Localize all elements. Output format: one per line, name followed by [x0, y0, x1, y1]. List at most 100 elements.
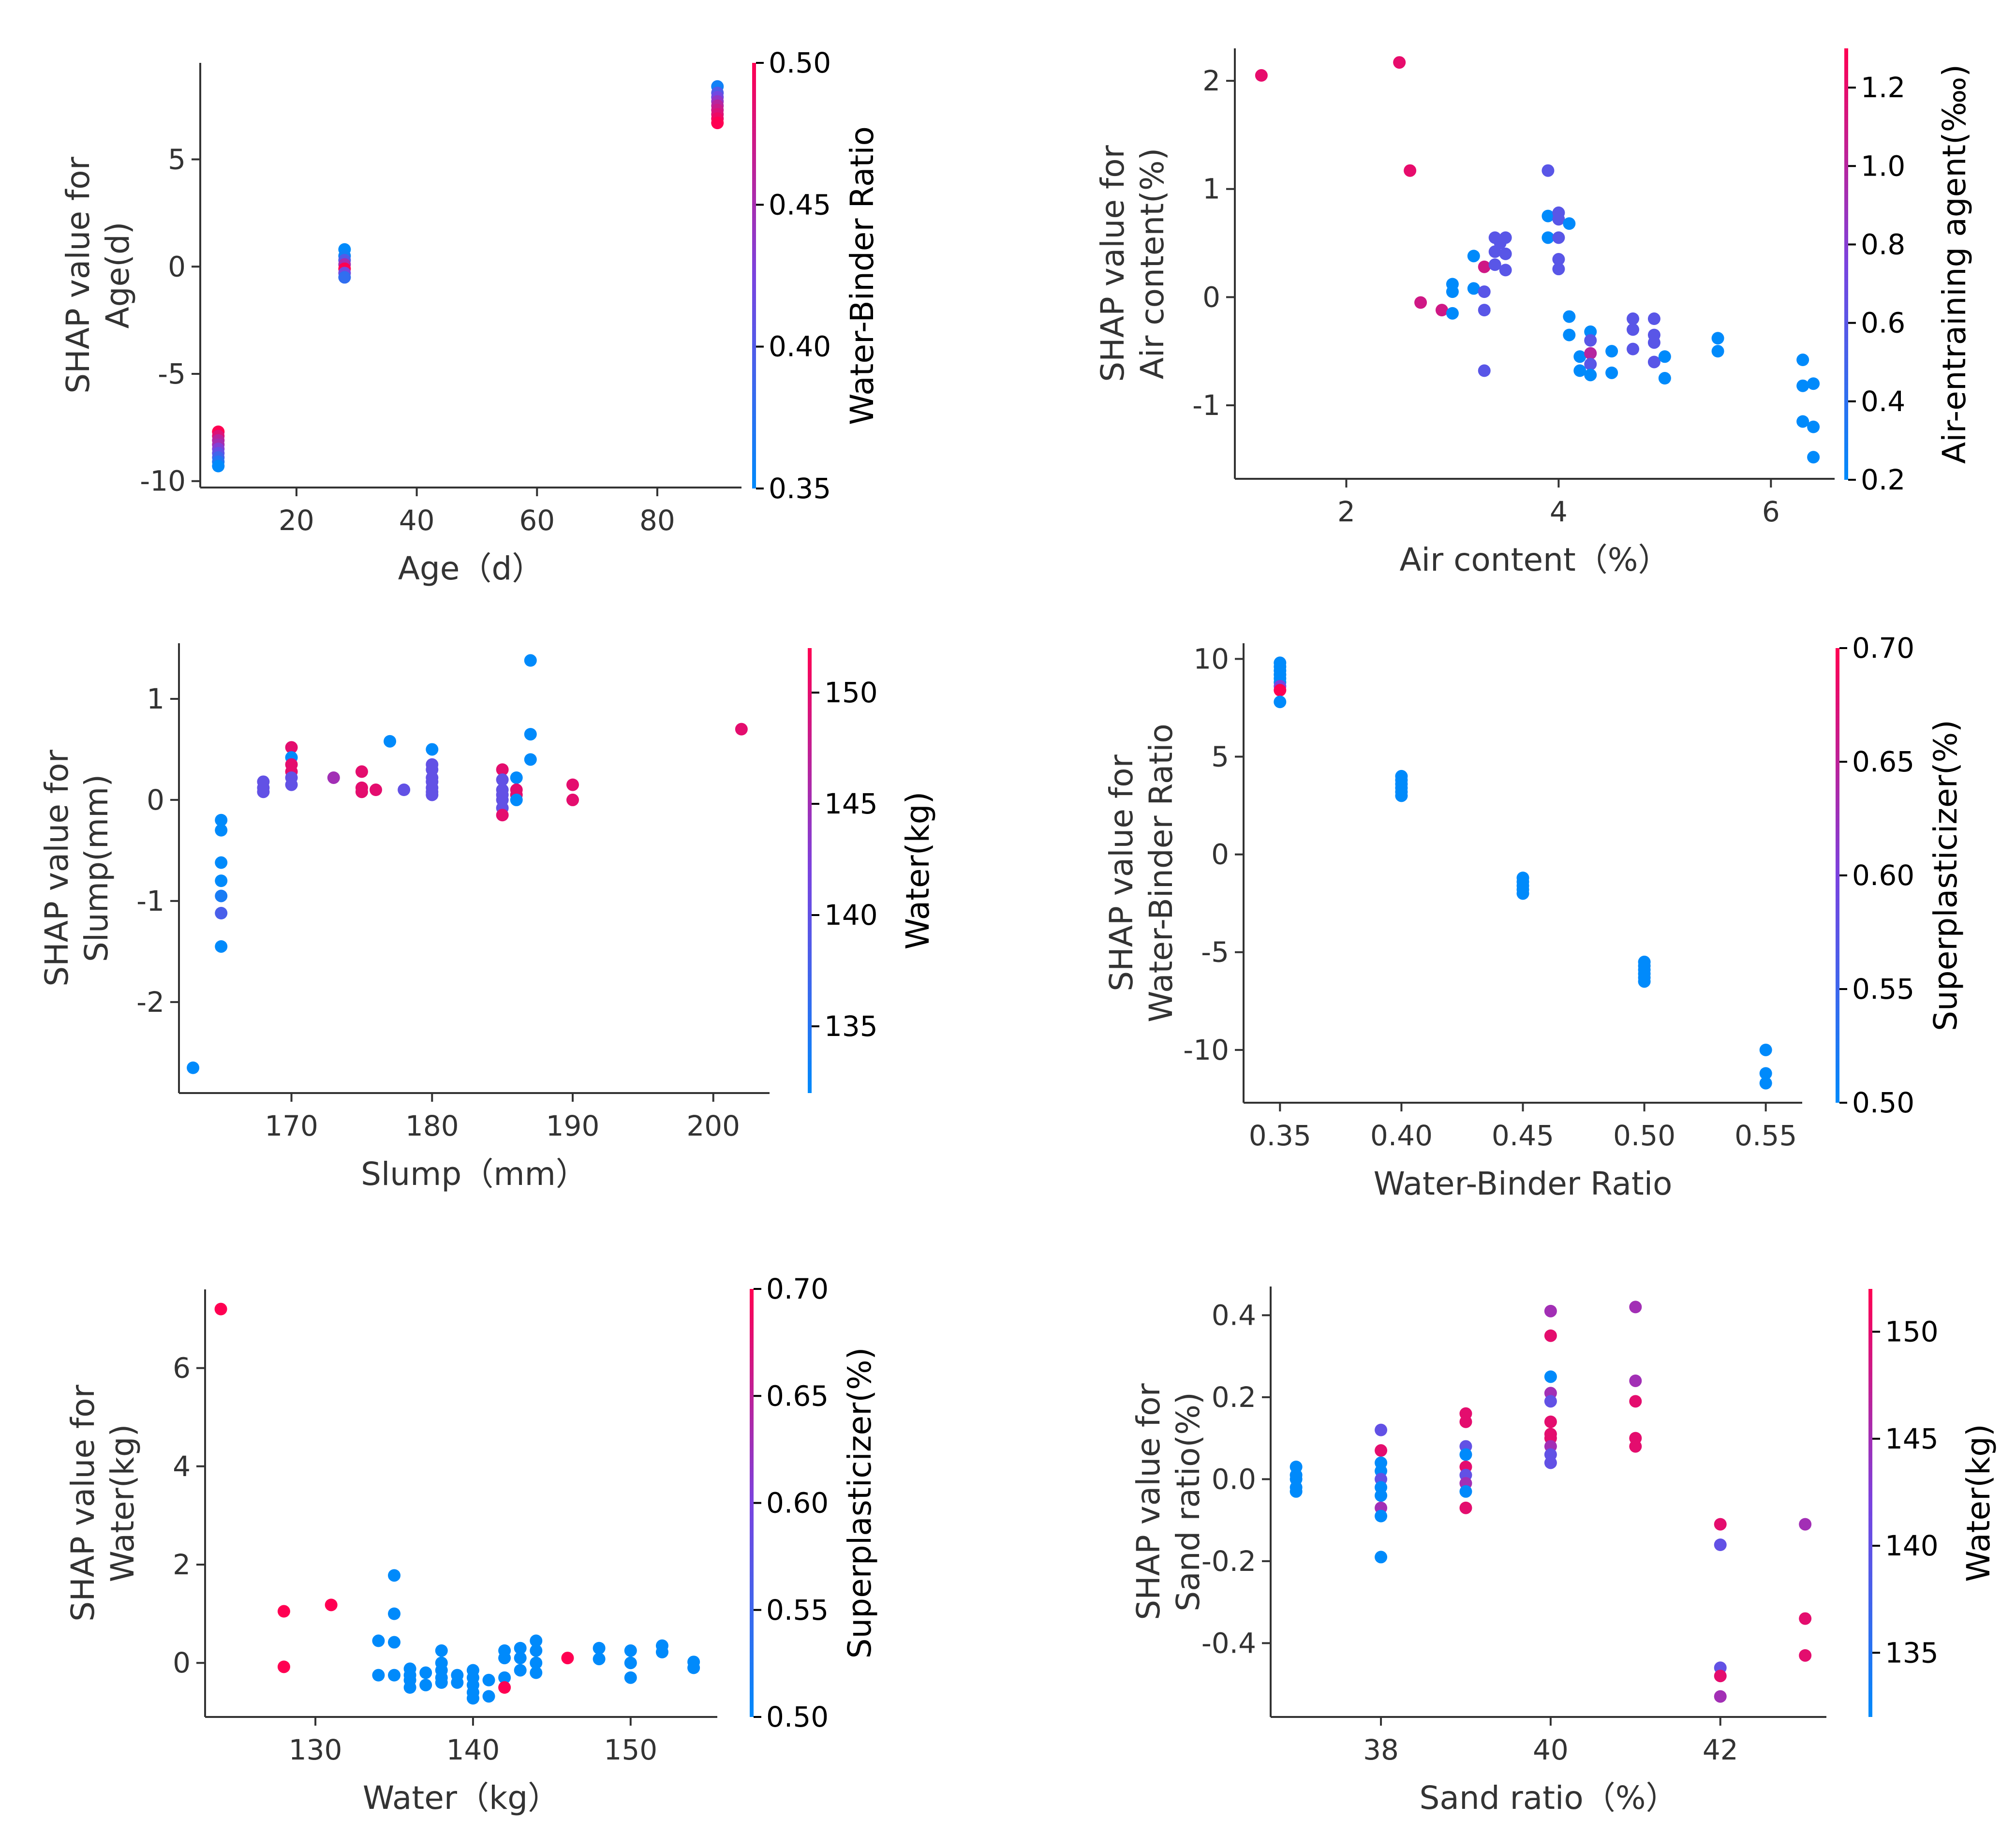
y-axis-label-line: Air content(%): [1134, 148, 1171, 380]
y-axis-label-line: Age(d): [99, 222, 136, 328]
y-tick-label: 0: [168, 250, 186, 283]
data-point: [1467, 250, 1480, 263]
data-point: [1799, 1649, 1812, 1662]
colorbar-tick-label: 135: [824, 1010, 878, 1043]
colorbar-tick-label: 1.2: [1861, 71, 1905, 104]
y-axis-label: SHAP value forSand ratio(%): [1130, 1383, 1207, 1620]
y-axis-label-line: SHAP value for: [1094, 145, 1131, 382]
data-point: [1647, 355, 1660, 369]
data-point: [482, 1690, 495, 1703]
data-point: [1563, 328, 1576, 341]
x-axis-label: Air content（%）: [1399, 541, 1670, 578]
data-point: [388, 1569, 401, 1582]
data-point: [1807, 420, 1820, 433]
colorbar: [1836, 648, 1839, 1103]
data-point: [1542, 164, 1555, 177]
x-tick-label: 0.40: [1370, 1119, 1433, 1152]
data-point: [1563, 310, 1576, 323]
data-point: [1255, 69, 1268, 82]
data-point: [498, 1671, 511, 1684]
data-point: [1711, 345, 1724, 358]
data-point: [1544, 1395, 1557, 1408]
data-point: [1627, 312, 1640, 325]
x-axis-label: Water-Binder Ratio: [1374, 1165, 1673, 1202]
data-point: [1584, 347, 1597, 360]
data-point: [514, 1652, 527, 1665]
data-point: [277, 1605, 290, 1618]
x-tick-label: 2: [1337, 495, 1355, 528]
colorbar-label: Water(kg): [899, 792, 936, 950]
y-tick-label: -5: [1201, 936, 1229, 969]
y-axis-label: SHAP value forAge(d): [59, 156, 136, 393]
data-point: [1584, 357, 1597, 370]
colorbar-tick-label: 0.60: [1852, 859, 1914, 892]
y-axis-label-line: Water-Binder Ratio: [1142, 724, 1180, 1022]
colorbar-tick-label: 150: [1885, 1316, 1939, 1348]
x-tick-label: 0.45: [1492, 1119, 1554, 1152]
data-point: [215, 813, 228, 827]
data-point: [530, 1634, 543, 1647]
data-point: [1499, 231, 1512, 244]
data-point: [1274, 695, 1287, 709]
data-point: [1393, 56, 1406, 69]
data-point: [1552, 263, 1565, 276]
data-point: [1544, 1329, 1557, 1342]
x-tick-label: 0.50: [1613, 1119, 1675, 1152]
data-point: [1459, 1501, 1472, 1514]
data-point: [1584, 325, 1597, 338]
data-point: [1807, 451, 1820, 464]
data-point: [388, 1607, 401, 1620]
data-point: [327, 771, 340, 784]
x-tick-label: 140: [446, 1733, 500, 1766]
data-point: [1647, 312, 1660, 325]
x-tick-label: 42: [1703, 1733, 1738, 1766]
data-point: [735, 723, 748, 736]
data-point: [1478, 285, 1491, 298]
data-point: [514, 1664, 527, 1677]
x-tick-label: 170: [265, 1109, 318, 1142]
data-point: [338, 271, 351, 284]
data-point: [1414, 296, 1427, 309]
colorbar-label: Superplasticizer(%): [841, 1347, 878, 1659]
y-tick-label: -1: [1192, 389, 1220, 422]
chart-panel-4: 0.35 0.40 0.45 0.50 0.55 -10 -5 0 5 10 Water-Binde…: [1103, 632, 1964, 1202]
colorbar: [808, 648, 812, 1093]
data-point: [498, 1681, 511, 1694]
data-point: [593, 1653, 606, 1666]
y-tick-label: 1: [147, 682, 164, 715]
colorbar-tick-label: 0.2: [1861, 463, 1905, 496]
data-point: [1573, 364, 1586, 377]
colorbar-tick-label: 135: [1885, 1636, 1939, 1669]
y-axis-label-line: Slump(mm): [78, 774, 115, 962]
chart-panel-6: 38 40 42 -0.4 -0.2 0.0 0.2 0.4 Sand ratio（%） SHAP…: [1130, 1287, 1997, 1817]
y-tick-label: 0: [1211, 838, 1229, 871]
data-point: [1404, 164, 1417, 177]
x-tick-label: 60: [519, 504, 555, 537]
data-point: [1714, 1518, 1727, 1531]
data-point: [1544, 1304, 1557, 1317]
colorbar-tick-label: 150: [824, 676, 878, 709]
y-tick-label: 0.0: [1212, 1463, 1256, 1495]
data-point: [1605, 345, 1618, 358]
x-axis-label: Water（kg）: [363, 1779, 560, 1817]
x-axis-label: Slump（mm）: [361, 1155, 588, 1193]
data-point: [1658, 372, 1671, 385]
colorbar-tick-label: 140: [1885, 1529, 1939, 1562]
data-point: [215, 824, 228, 837]
x-tick-label: 150: [604, 1733, 657, 1766]
data-point: [566, 793, 579, 806]
colorbar-label: Superplasticizer(%): [1927, 720, 1964, 1031]
colorbar: [750, 1289, 754, 1717]
colorbar-tick-label: 0.50: [766, 1701, 829, 1733]
data-point: [1629, 1440, 1642, 1453]
data-point: [1375, 1444, 1388, 1457]
y-tick-label: -2: [136, 986, 164, 1019]
colorbar-tick-label: 0.55: [766, 1594, 829, 1627]
y-tick-label: 0: [1202, 281, 1220, 313]
data-point: [1799, 1518, 1812, 1531]
data-point: [1658, 350, 1671, 363]
data-point: [466, 1692, 479, 1705]
y-axis-label-line: SHAP value for: [1103, 754, 1140, 991]
data-point: [1459, 1415, 1472, 1428]
colorbar-tick-label: 145: [1885, 1422, 1939, 1455]
